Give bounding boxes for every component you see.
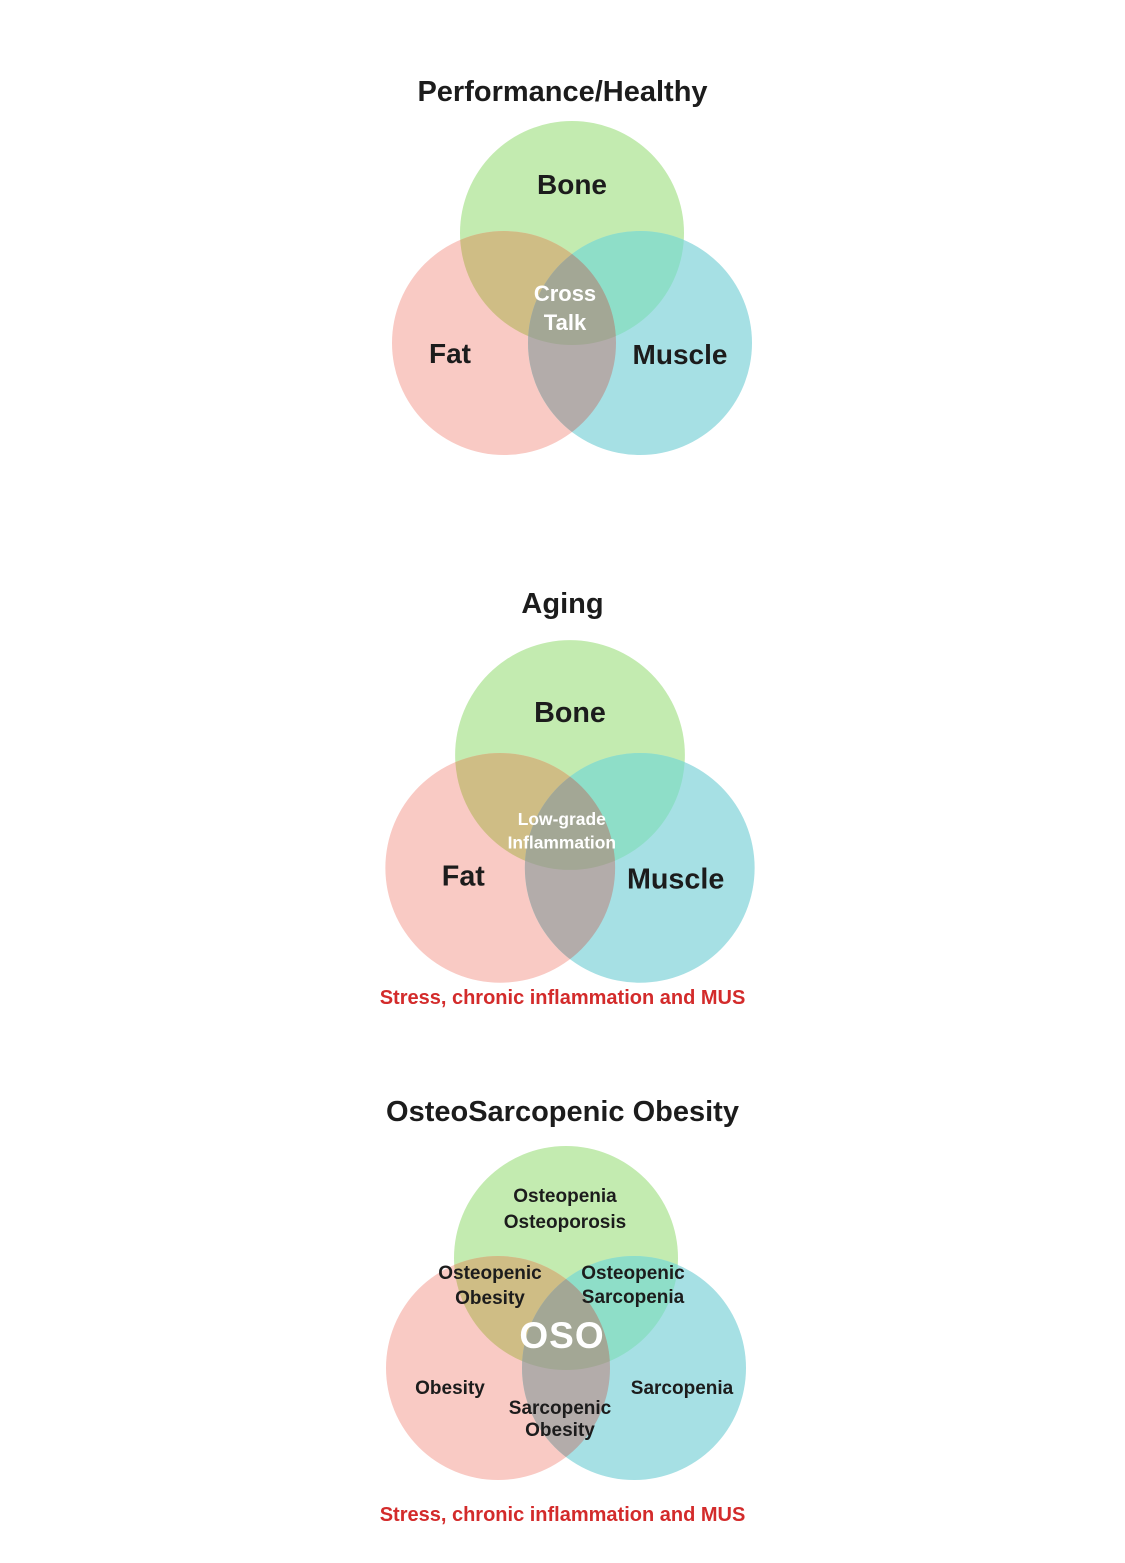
bone-muscle-label-line2: Sarcopenia (582, 1287, 685, 1308)
muscle-label: Muscle (633, 339, 728, 370)
center-label-oso: OSO (519, 1315, 604, 1356)
fat-label: Fat (429, 338, 471, 369)
diagram3-caption: Stress, chronic inflammation and MUS (379, 1504, 746, 1526)
bone-label-line1: Osteopenia (513, 1186, 617, 1207)
center-label-line1: Cross (534, 281, 596, 306)
triple-overlap (528, 231, 616, 345)
triple-overlap (524, 752, 616, 870)
triple-overlap (522, 1256, 610, 1370)
bone-label: Bone (537, 169, 607, 200)
fat-label: Fat (442, 860, 486, 892)
bone-muscle-label-line1: Osteopenic (581, 1263, 685, 1284)
diagram2-caption: Stress, chronic inflammation and MUS (379, 987, 746, 1009)
diagram1-title: Performance/Healthy (417, 76, 708, 108)
bone-fat-label-line2: Obesity (455, 1288, 525, 1309)
muscle-label: Muscle (627, 863, 724, 895)
muscle-label: Sarcopenia (631, 1378, 734, 1399)
diagram2-title: Aging (521, 588, 604, 620)
fat-muscle-label-line1: Sarcopenic (509, 1398, 612, 1419)
center-label-line2: Talk (544, 310, 587, 335)
fat-label: Obesity (415, 1378, 485, 1399)
fat-muscle-label-line2: Obesity (525, 1420, 595, 1441)
venn-diagram-performance-healthy: Bone Fat Muscle Cross Talk (392, 121, 752, 455)
bone-label: Bone (534, 697, 606, 729)
venn-diagram-aging: Bone Fat Muscle Low-grade Inflammation (385, 640, 755, 983)
bone-label-line2: Osteoporosis (504, 1212, 626, 1233)
diagram3-title: OsteoSarcopenic Obesity (386, 1096, 739, 1128)
bone-fat-label-line1: Osteopenic (438, 1263, 542, 1284)
center-label-line2: Inflammation (508, 832, 616, 852)
venn-diagram-osteosarcopenic-obesity: Osteopenia Osteoporosis Osteopenic Obesi… (386, 1146, 746, 1480)
center-label-line1: Low-grade (518, 809, 606, 829)
